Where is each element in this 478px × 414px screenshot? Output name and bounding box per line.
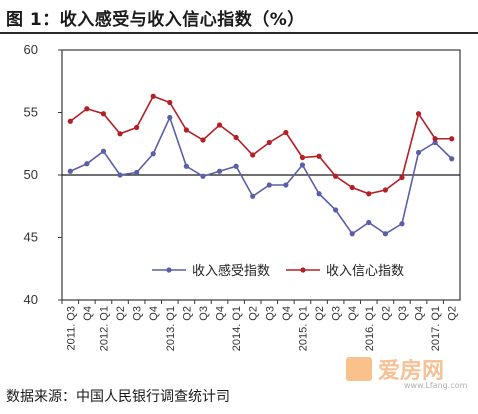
data-point — [167, 99, 173, 106]
data-point — [449, 156, 455, 162]
legend-marker — [300, 267, 306, 273]
data-point — [200, 137, 206, 143]
data-source-note: 数据来源：中国人民银行调查统计司 — [6, 389, 230, 405]
data-point — [67, 118, 73, 124]
data-point — [299, 162, 306, 168]
data-point — [299, 154, 306, 161]
data-point — [415, 149, 422, 156]
series-line — [69, 115, 453, 235]
data-point — [432, 136, 438, 142]
x-tick-label: Q2 — [115, 306, 127, 321]
x-tick-label: 2014. Q1 — [231, 306, 243, 351]
data-point — [134, 124, 140, 131]
data-point — [100, 148, 107, 154]
data-point — [183, 163, 189, 169]
data-point — [432, 139, 438, 146]
data-point — [316, 191, 322, 197]
x-tick-label: 2011. Q3 — [65, 306, 77, 350]
data-point — [415, 111, 422, 117]
chart-header: 图 1：收入感受与收入信心指数（%） — [0, 0, 478, 34]
data-point — [117, 131, 123, 137]
line-chart: 40 45 50 55 60 2011. Q3 Q4 2012. Q1 Q2 Q3 Q4 2013. … — [24, 42, 461, 351]
data-point — [150, 151, 156, 157]
data-point — [399, 174, 405, 181]
watermark-logo-icon — [346, 357, 372, 381]
data-point — [216, 122, 223, 128]
data-point — [250, 152, 256, 158]
y-tick-label: 55 — [24, 105, 38, 120]
x-tick-label: Q3 — [397, 306, 409, 321]
data-point — [67, 168, 73, 174]
series-line — [69, 95, 452, 195]
data-point — [84, 161, 90, 167]
data-point — [216, 168, 223, 174]
data-point — [233, 134, 239, 141]
data-point — [382, 187, 388, 193]
x-tick-label: Q4 — [148, 306, 160, 321]
legend-label: 收入信心指数 — [326, 264, 404, 279]
x-tick-label: Q4 — [281, 306, 293, 321]
legend-marker — [166, 267, 172, 273]
watermark: 爱房网 www.Lfang.com — [346, 355, 467, 390]
data-point — [333, 207, 339, 213]
x-tick-label: Q2 — [248, 306, 260, 321]
x-tick-label: Q2 — [181, 306, 193, 321]
data-point — [399, 221, 405, 227]
x-tick-label: Q2 — [314, 306, 326, 321]
data-point — [382, 231, 388, 237]
data-point — [266, 182, 272, 188]
watermark-brand: 爱房网 — [378, 359, 445, 384]
x-tick-label: Q3 — [331, 306, 343, 321]
x-tick-label: Q2 — [447, 306, 459, 321]
data-point — [250, 193, 256, 199]
data-point — [349, 231, 355, 237]
y-tick-label: 45 — [24, 230, 38, 245]
data-point — [366, 219, 372, 226]
y-tick-label: 50 — [24, 167, 38, 182]
data-point — [366, 191, 372, 197]
data-point — [266, 139, 272, 146]
data-point — [167, 114, 173, 121]
x-tick-label: Q3 — [132, 306, 144, 321]
x-tick-label: 2015. Q1 — [297, 306, 309, 351]
data-point — [283, 129, 289, 136]
data-point — [100, 111, 107, 117]
data-point — [117, 172, 123, 178]
data-point — [183, 127, 189, 133]
data-point — [449, 136, 455, 142]
legend-label: 收入感受指数 — [192, 263, 270, 279]
x-tick-label: Q2 — [380, 306, 392, 321]
watermark-url: www.Lfang.com — [404, 381, 468, 390]
x-tick-label: 2016. Q1 — [364, 306, 376, 351]
data-point — [200, 173, 206, 179]
data-point — [349, 184, 355, 191]
y-tick-label: 40 — [24, 292, 38, 307]
x-tick-label: Q3 — [198, 306, 210, 321]
data-point — [283, 182, 289, 188]
data-point — [150, 93, 156, 99]
data-point — [233, 163, 239, 169]
title-divider — [0, 32, 478, 34]
data-point — [316, 153, 322, 159]
y-tick-label: 60 — [24, 42, 38, 57]
x-tick-label: 2017. Q1 — [430, 306, 442, 351]
x-tick-label: Q3 — [264, 306, 276, 321]
data-point — [333, 173, 339, 179]
x-tick-label: Q4 — [347, 306, 359, 321]
x-tick-label: 2012. Q1 — [98, 306, 110, 351]
x-tick-label: Q4 — [82, 306, 94, 321]
chart-title: 图 1：收入感受与收入信心指数（%） — [6, 10, 305, 30]
data-point — [84, 106, 90, 112]
x-tick-label: 2013. Q1 — [165, 306, 177, 351]
x-tick-label: Q4 — [215, 306, 227, 321]
data-point — [134, 169, 140, 176]
x-tick-label: Q4 — [414, 306, 426, 321]
